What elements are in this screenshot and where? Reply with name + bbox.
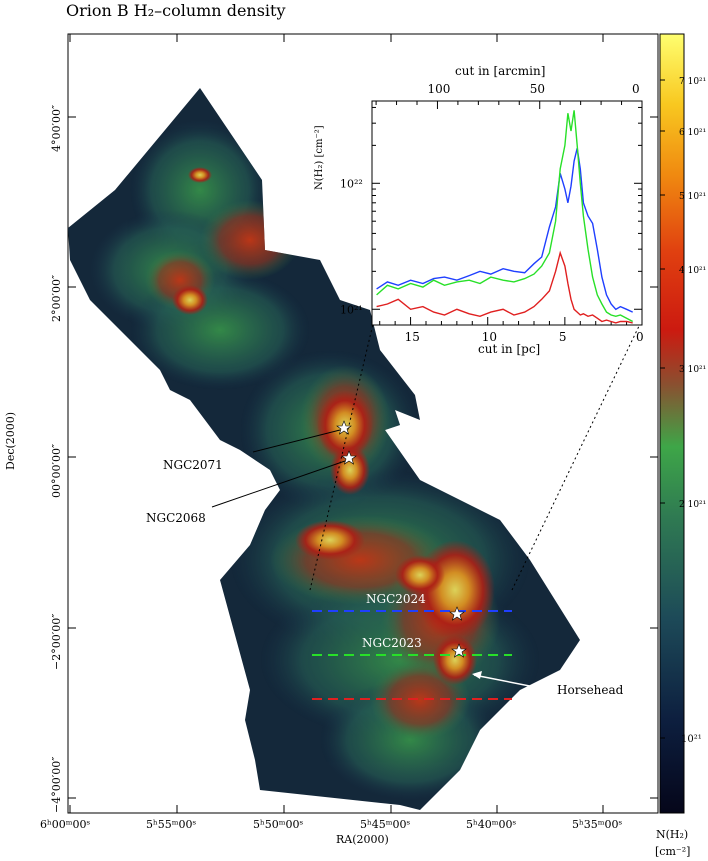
horsehead-arrowhead-icon [472,671,482,679]
colorbar-tick-label: 4 10²¹ [679,266,706,276]
map-y-axis-label: Dec(2000) [4,412,17,470]
map-x-tick-label: 5ʰ55ᵐ00ˢ [146,818,196,831]
inset-y-axis-label: N(H₂) [cm⁻²] [314,125,325,190]
inset-top-tick-label: 100 [427,82,450,96]
map-y-tick-label: 00°00′00″ [50,444,63,498]
inset-top-tick-label: 50 [530,82,545,96]
colorbar-tick-label: 2 10²¹ [679,500,706,510]
colorbar-ticks [660,79,665,739]
map-y-tick-label: −2°00′00″ [50,614,63,670]
ngc2068-pointer [211,460,346,508]
map-y-tick-label: −4°00′00″ [50,757,63,813]
inset-guide-left [309,323,374,591]
map-x-tick-label: 5ʰ45ᵐ00ˢ [360,818,410,831]
inset-top-tick-label: 0 [632,82,640,96]
horsehead-pointer [473,674,551,691]
inset-background [371,100,643,326]
inset-x-tick-label: 10 [482,330,497,344]
inset-y-tick-label: 10²¹ [340,303,363,316]
star-ngc2024-icon [449,606,465,621]
map-y-tick-label: 4°00′00″ [50,105,63,152]
inset-x-tick-label: 5 [559,330,567,344]
label-ngc2023: NGC2023 [362,636,422,650]
star-ngc2023-icon [451,643,467,658]
inset-series-line-1 [376,110,634,323]
figure-title: Orion B H₂–column density [66,1,286,20]
star-ngc2071-icon [336,420,352,435]
colorbar-tick-label: 3 10²¹ [679,365,706,375]
inset-top-axis-label: cut in [arcmin] [455,64,545,78]
colorbar-tick-label: 5 10²¹ [679,192,706,202]
inset-bottom-axis-label: cut in [pc] [478,342,540,356]
colorbar-title-line1: N(H₂) [656,828,688,841]
colorbar [659,33,685,814]
map-frame [67,33,659,814]
ngc2071-pointer [252,429,341,453]
map-y-ticks [68,116,658,799]
inset-y-tick-label: 10²² [340,177,363,190]
inset-x-tick-label: 0 [636,330,644,344]
map-x-ticks [69,34,604,813]
label-horsehead: Horsehead [557,683,624,697]
map-x-tick-label: 5ʰ50ᵐ00ˢ [253,818,303,831]
map-x-tick-label: 5ʰ40ᵐ00ˢ [466,818,516,831]
label-ngc2068: NGC2068 [146,511,206,525]
inset-guide-right [511,323,641,591]
inset-series-line-2 [376,250,633,324]
map-x-tick-label: 5ʰ35ᵐ00ˢ [572,818,622,831]
colorbar-title-line2: [cm⁻²] [655,845,690,858]
label-ngc2071: NGC2071 [163,458,223,472]
star-ngc2068-icon [341,450,357,465]
colorbar-tick-label: 7 10²¹ [679,77,706,87]
map-x-axis-label: RA(2000) [336,833,389,846]
inset-x-tick-label: 15 [405,330,420,344]
colorbar-tick-label: 6 10²¹ [679,128,706,138]
inset-series [376,110,634,324]
label-ngc2024: NGC2024 [366,592,426,606]
colorbar-tick-label: 10²¹ [681,734,702,745]
map-x-tick-label: 6ʰ00ᵐ00ˢ [40,818,90,831]
map-y-tick-label: 2°00′00″ [50,275,63,322]
